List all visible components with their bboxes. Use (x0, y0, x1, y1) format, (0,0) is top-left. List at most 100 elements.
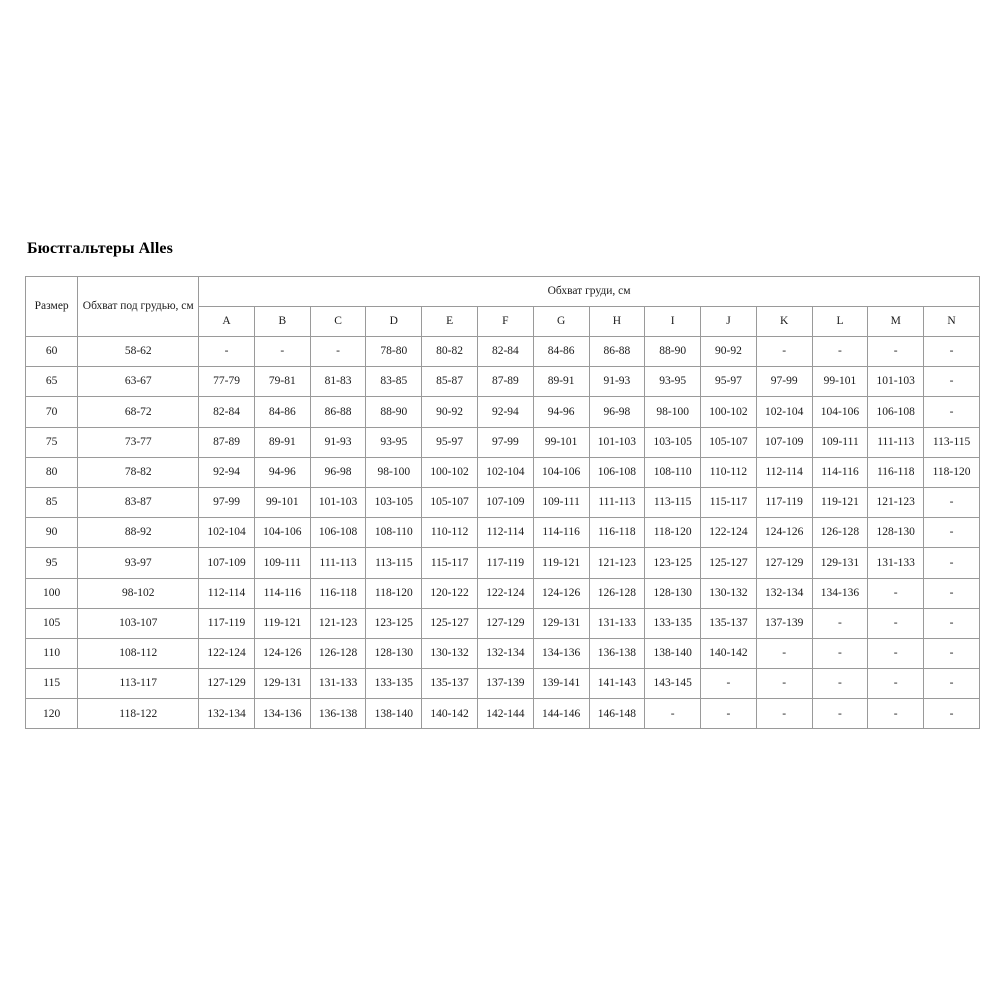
cell-bust-c: 86-88 (309, 396, 367, 428)
cell-bust-c: 96-98 (309, 456, 367, 488)
cell-bust-m: 101-103 (867, 366, 925, 398)
cell-bust-i: 113-115 (644, 486, 702, 519)
cell-bust-h: 146-148 (588, 698, 646, 730)
cell-bust-f: 132-134 (476, 637, 534, 670)
cell-bust-f: 117-119 (476, 547, 534, 579)
header-cup-j: J (700, 306, 757, 337)
cell-bust-i: 123-125 (644, 547, 702, 579)
cell-bust-j: 135-137 (700, 607, 757, 639)
cell-bust-n: - (923, 607, 980, 639)
cell-bust-n: - (923, 668, 980, 700)
cell-underbust: 93-97 (77, 547, 200, 579)
cell-bust-c: 91-93 (309, 426, 367, 458)
cell-bust-k: - (755, 668, 813, 700)
table-row: 60 58-62- - -78-80 80-82 82-84 84-86 86-88 88-90… (24, 335, 980, 368)
cell-bust-n: - (923, 517, 980, 549)
cell-bust-k: 102-104 (755, 396, 813, 428)
cell-bust-i: 133-135 (644, 607, 702, 639)
cell-underbust: 68-72 (77, 396, 200, 428)
cell-bust-j: 130-132 (700, 577, 757, 609)
cell-bust-l: 126-128 (811, 517, 869, 549)
cell-bust-m: - (867, 668, 925, 700)
cell-bust-d: 103-105 (365, 486, 423, 519)
cell-bust-g: 94-96 (532, 396, 590, 428)
cell-bust-g: 99-101 (532, 426, 590, 458)
cell-bust-l: 99-101 (811, 366, 869, 398)
cell-bust-a: 127-129 (198, 668, 255, 700)
cell-bust-j: 105-107 (700, 426, 757, 458)
cell-bust-m: - (867, 335, 925, 368)
cell-bust-i: 118-120 (644, 517, 702, 549)
table-row: 85 83-87 97-99 99-101 101-103 103-105 105-107 1… (24, 486, 980, 519)
cell-bust-n: 113-115 (923, 426, 980, 458)
cell-bust-d: 133-135 (365, 668, 423, 700)
cell-bust-f: 97-99 (476, 426, 534, 458)
cell-bust-n: - (923, 547, 980, 579)
cell-bust-k: 137-139 (755, 607, 813, 639)
page-title: Бюстгальтеры Alles (27, 240, 173, 257)
cell-bust-d: 78-80 (365, 335, 423, 368)
cell-underbust: 103-107 (77, 607, 200, 639)
cell-bust-i: 138-140 (644, 637, 702, 670)
table-body: 60 58-62- - -78-80 80-82 82-84 84-86 86-88 88-90… (24, 335, 980, 730)
cell-bust-f: 102-104 (476, 456, 534, 488)
cell-bust-e: 105-107 (421, 486, 478, 519)
cell-bust-k: 127-129 (755, 547, 813, 579)
cell-bust-h: 101-103 (588, 426, 646, 458)
cell-bust-n: - (923, 637, 980, 670)
header-size: Размер (24, 276, 79, 337)
cell-bust-f: 137-139 (476, 668, 534, 700)
cell-size: 95 (24, 547, 79, 579)
cell-bust-b: 84-86 (253, 396, 311, 428)
cell-bust-h: 126-128 (588, 577, 646, 609)
bra-size-table: Размер Обхват под грудью, см Обхват груд… (24, 276, 980, 730)
cell-bust-e: 100-102 (421, 456, 478, 488)
cell-bust-d: 113-115 (365, 547, 423, 579)
cell-bust-k: 124-126 (755, 517, 813, 549)
cell-bust-e: 130-132 (421, 637, 478, 670)
header-row-cups: A B C D E F G H I J K L M N (26, 306, 980, 337)
cell-underbust: 108-112 (77, 637, 200, 670)
cell-bust-j: 90-92 (700, 335, 757, 368)
cell-bust-d: 118-120 (365, 577, 423, 609)
cell-bust-g: 119-121 (532, 547, 590, 579)
table-row: 90 88-92 102-104 104-106 106-108 108-110 110-1… (24, 517, 980, 549)
cell-bust-l: - (811, 607, 869, 639)
cell-bust-h: 96-98 (588, 396, 646, 428)
cell-size: 110 (24, 637, 79, 670)
cell-size: 85 (24, 486, 79, 519)
cell-bust-j: - (700, 698, 757, 730)
header-underbust: Обхват под грудью, см (77, 276, 200, 337)
cell-bust-c: 126-128 (309, 637, 367, 670)
header-cup-b: B (253, 306, 311, 337)
cell-bust-n: - (923, 396, 980, 428)
cell-bust-h: 141-143 (588, 668, 646, 700)
cell-bust-c: 121-123 (309, 607, 367, 639)
cell-bust-a: 117-119 (198, 607, 255, 639)
cell-bust-c: 116-118 (309, 577, 367, 609)
cell-bust-c: 81-83 (309, 366, 367, 398)
cell-bust-f: 127-129 (476, 607, 534, 639)
cell-bust-c: 101-103 (309, 486, 367, 519)
cell-bust-n: - (923, 335, 980, 368)
cell-size: 70 (24, 396, 79, 428)
cell-bust-m: - (867, 637, 925, 670)
cell-bust-e: 135-137 (421, 668, 478, 700)
cell-bust-l: 129-131 (811, 547, 869, 579)
table-row: 105 103-107 117-119 119-121 121-123 123-125 12… (24, 607, 980, 639)
cell-bust-c: - (309, 335, 367, 368)
cell-bust-f: 107-109 (476, 486, 534, 519)
cell-size: 115 (24, 668, 79, 700)
cell-size: 80 (24, 456, 79, 488)
cell-bust-a: 102-104 (198, 517, 255, 549)
cell-bust-d: 123-125 (365, 607, 423, 639)
cell-bust-g: 109-111 (532, 486, 590, 519)
cell-bust-k: 97-99 (755, 366, 813, 398)
cell-bust-d: 88-90 (365, 396, 423, 428)
cell-bust-n: - (923, 698, 980, 730)
cell-bust-k: 132-134 (755, 577, 813, 609)
cell-underbust: 98-102 (77, 577, 200, 609)
cell-bust-h: 136-138 (588, 637, 646, 670)
cell-underbust: 73-77 (77, 426, 200, 458)
cell-bust-a: 77-79 (198, 366, 255, 398)
